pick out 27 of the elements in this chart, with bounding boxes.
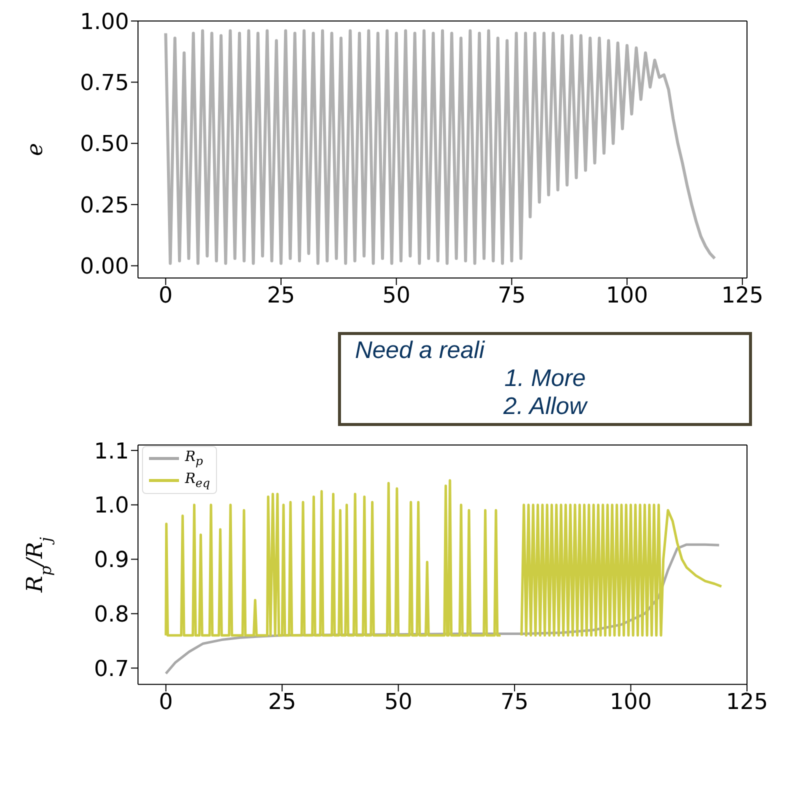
y-tick-label: 1.0 (94, 494, 129, 519)
line-series (164, 29, 716, 265)
x-tick-label: 50 (382, 284, 410, 309)
legend-label: R$_{eq}$ (185, 470, 210, 490)
x-tick-label: 50 (384, 690, 412, 716)
y-tick-label: 0.7 (94, 656, 129, 682)
y-tick-label: 0.50 (80, 132, 129, 158)
x-tick-label: 0 (158, 284, 173, 309)
y-tick-label: 1.00 (80, 10, 129, 35)
y-tick-label: 0.8 (94, 602, 129, 628)
y-axis-title: e (23, 142, 48, 156)
legend-label: R$_{p}$ (185, 449, 204, 468)
x-tick-label: 125 (726, 690, 768, 716)
y-tick-label: 0.25 (80, 193, 129, 218)
x-tick-label: 75 (500, 690, 529, 716)
x-tick-label: 100 (610, 690, 652, 716)
y-tick-label: 0.9 (94, 548, 129, 574)
y-tick-label: 1.1 (94, 439, 129, 464)
x-tick-label: 75 (498, 284, 526, 309)
x-tick-label: 25 (267, 284, 296, 309)
y-tick-label: 0.75 (80, 71, 129, 96)
x-tick-label: 25 (268, 690, 296, 716)
text-box: Need a reali 1. More 2. Allow (338, 332, 752, 426)
y-tick-label: 0.00 (80, 254, 129, 280)
x-tick-label: 100 (606, 284, 648, 309)
x-tick-label: 0 (158, 690, 173, 716)
x-tick-label: 125 (721, 284, 764, 309)
